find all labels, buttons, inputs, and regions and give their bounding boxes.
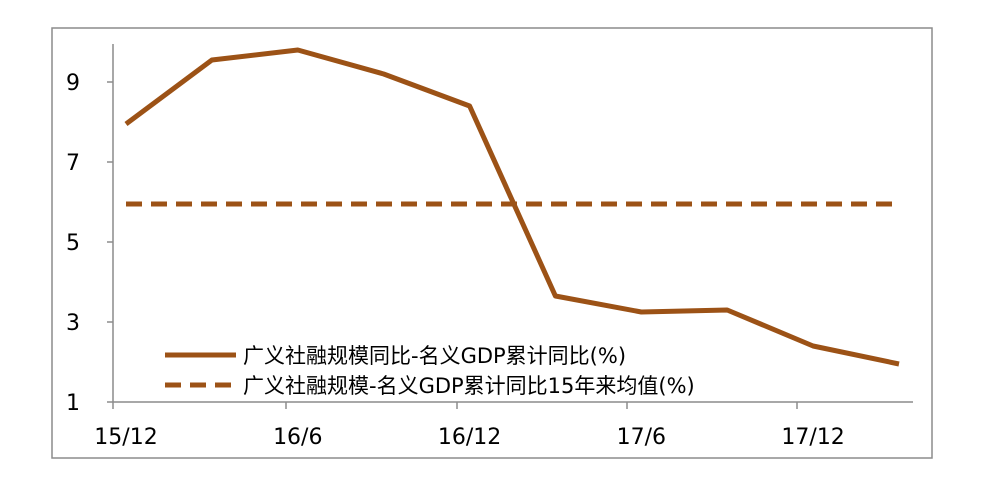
legend-label-dashed: 广义社融规模-名义GDP累计同比15年来均值(%): [243, 374, 695, 398]
series-line-yoy-solid: [124, 47, 900, 367]
x-tick-label: 15/12: [94, 425, 157, 450]
y-ticks: 1 3 5 7 9: [66, 71, 113, 416]
y-tick-label: 5: [66, 231, 80, 256]
x-tick-label: 16/6: [273, 425, 322, 450]
y-tick-label: 7: [66, 151, 80, 176]
x-tick-label: 17/12: [781, 425, 844, 450]
legend-label-solid: 广义社融规模同比-名义GDP累计同比(%): [243, 344, 626, 368]
legend: 广义社融规模同比-名义GDP累计同比(%) 广义社融规模-名义GDP累计同比15…: [165, 344, 695, 398]
series-layer: [124, 47, 900, 367]
x-ticks: 15/12 16/6 16/12 17/6 17/12: [94, 402, 845, 450]
x-tick-label: 16/12: [438, 425, 501, 450]
y-tick-label: 1: [66, 391, 80, 416]
y-tick-label: 9: [66, 71, 80, 96]
y-tick-label: 3: [66, 311, 80, 336]
x-tick-label: 17/6: [617, 425, 666, 450]
